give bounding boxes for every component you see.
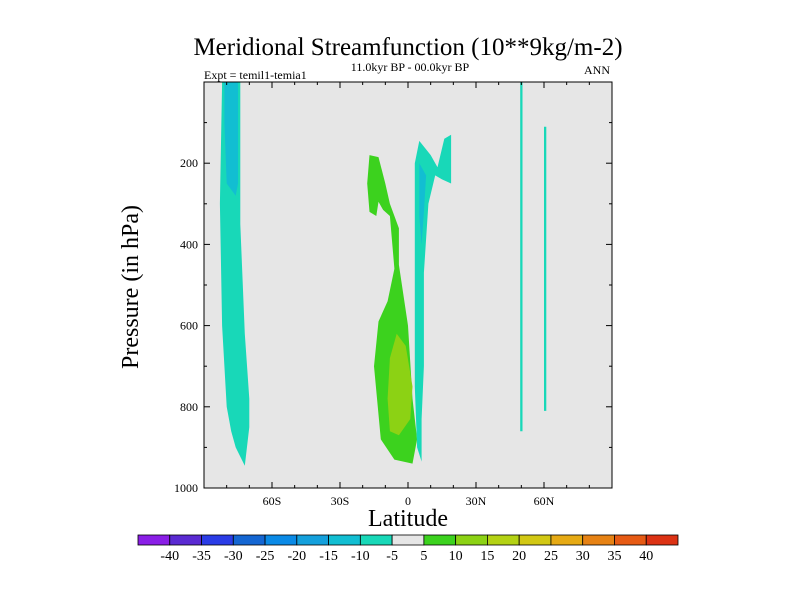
colorbar-label: 20 — [512, 549, 526, 564]
colorbar-label: 5 — [420, 549, 427, 564]
colorbar-swatch — [232, 534, 266, 546]
colorbar-swatch — [518, 534, 552, 546]
colorbar-label: 30 — [576, 549, 590, 564]
colorbar-label: 25 — [544, 549, 558, 564]
colorbar-swatch — [645, 534, 679, 546]
colorbar-swatch — [296, 534, 329, 546]
colorbar-label: 35 — [607, 549, 621, 564]
colorbar-label: 15 — [480, 549, 494, 564]
experiment-label: Expt = temil1-temia1 — [204, 68, 307, 82]
colorbar-label: -30 — [224, 549, 243, 564]
contour-regions — [219, 82, 547, 466]
x-tick-label: 60S — [263, 494, 282, 508]
colorbar-label: -10 — [351, 549, 370, 564]
y-tick-label: 1000 — [174, 481, 198, 495]
colorbar-label: -25 — [256, 549, 275, 564]
colorbar-swatch — [582, 534, 615, 546]
colorbar-swatch — [264, 534, 298, 546]
colorbar-swatch — [169, 534, 202, 546]
region-tropical-positive-core — [387, 333, 413, 436]
colorbar-swatch — [550, 534, 584, 546]
colorbar-swatch — [487, 534, 520, 546]
x-tick-label: 30S — [331, 494, 350, 508]
region-nh-band-1 — [520, 82, 523, 432]
colorbar-label: 40 — [639, 549, 653, 564]
colorbar-label: -40 — [160, 549, 179, 564]
colorbar-swatch — [423, 534, 457, 546]
chart-title: Meridional Streamfunction (10**9kg/m-2) — [193, 34, 622, 61]
chart-subtitle: 11.0kyr BP - 00.0kyr BP — [351, 60, 470, 74]
colorbar-swatch — [201, 534, 234, 546]
colorbar-label: -35 — [192, 549, 211, 564]
colorbar-label: 10 — [449, 549, 463, 564]
season-label: ANN — [584, 63, 610, 77]
x-tick-label: 0 — [405, 494, 411, 508]
colorbar-swatch — [614, 534, 647, 546]
region-tropical-negative-core — [419, 163, 427, 245]
y-axis-label: Pressure (in hPa) — [118, 205, 144, 369]
region-tropical-negative — [414, 134, 452, 462]
colorbar-label: -20 — [287, 549, 306, 564]
region-nh-band-2 — [544, 126, 547, 411]
colorbar-swatch — [328, 534, 361, 546]
y-tick-label: 600 — [180, 319, 198, 333]
x-axis-ticks: 60S 30S 0 30N 60N — [203, 82, 613, 508]
y-tick-label: 800 — [180, 400, 198, 414]
colorbar-label: -5 — [386, 549, 398, 564]
x-tick-label: 30N — [466, 494, 487, 508]
y-tick-label: 400 — [180, 237, 198, 251]
y-tick-label: 200 — [180, 156, 198, 170]
colorbar-swatch — [391, 534, 425, 546]
colorbar: -40 -35 -30 -25 -20 -15 -10 -5 5 10 15 20 25 30 35 40 — [137, 534, 679, 564]
colorbar-swatch — [137, 534, 171, 546]
colorbar-swatch — [359, 534, 393, 546]
y-axis-ticks: 200 400 600 800 1000 — [174, 122, 612, 495]
region-sh-polar-core — [224, 82, 238, 196]
colorbar-swatch — [455, 534, 488, 546]
x-axis-label: Latitude — [368, 506, 448, 532]
x-tick-label: 60N — [534, 494, 555, 508]
colorbar-label: -15 — [319, 549, 338, 564]
